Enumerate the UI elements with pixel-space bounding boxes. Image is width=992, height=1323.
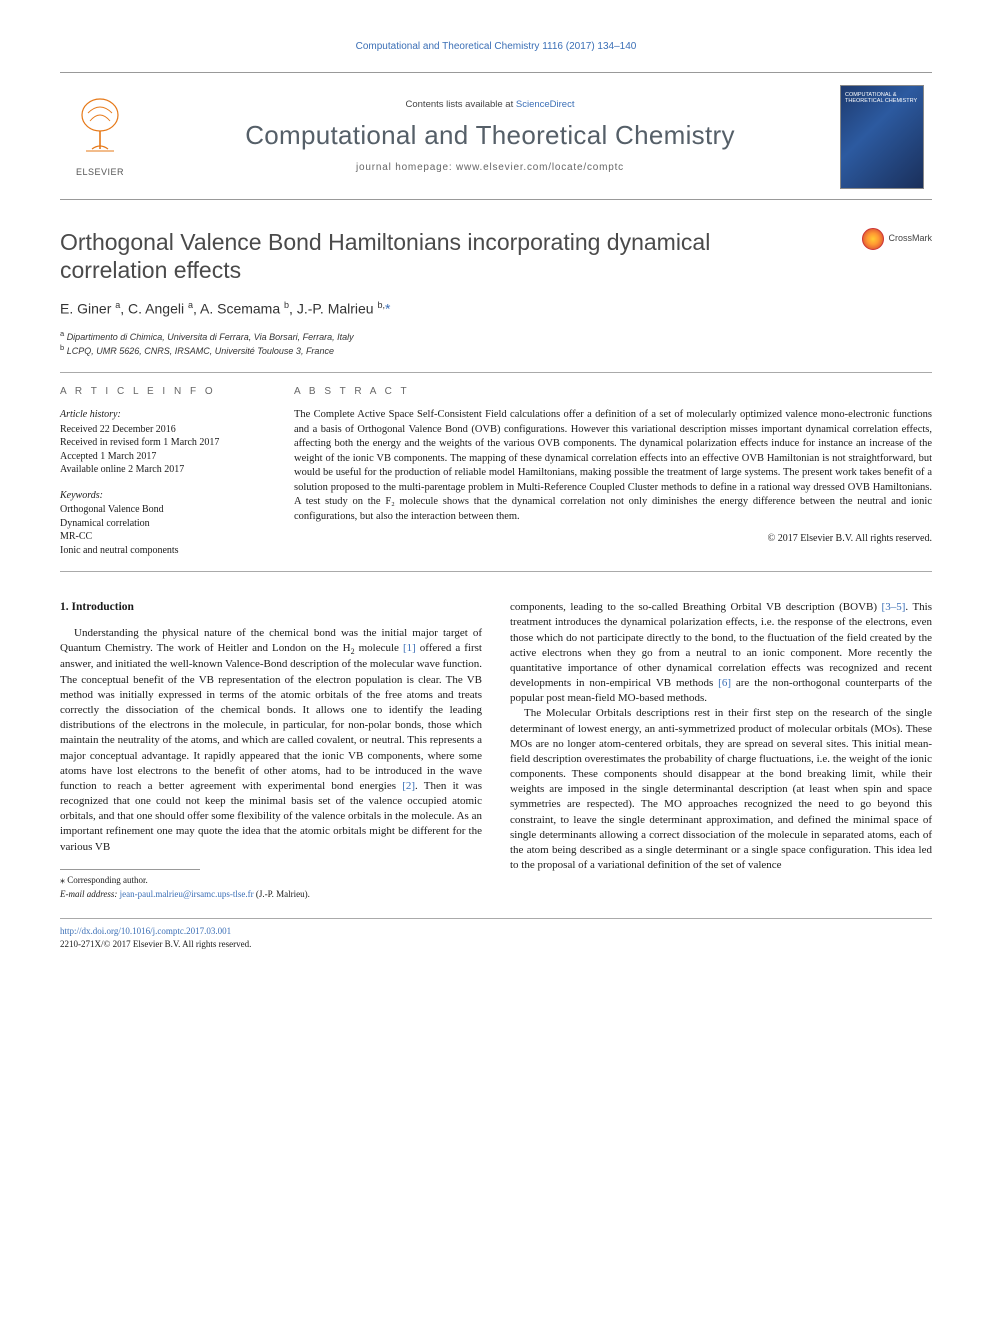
corr-label: Corresponding author. [67,875,148,885]
affiliation-b: b LCPQ, UMR 5626, CNRS, IRSAMC, Universi… [60,343,932,358]
homepage-prefix: journal homepage: [356,162,456,173]
keyword-item: Orthogonal Valence Bond [60,503,270,517]
abstract-heading: A B S T R A C T [294,385,932,399]
ref-link[interactable]: [2] [402,780,415,792]
keyword-item: Ionic and neutral components [60,544,270,558]
footnote-rule [60,869,200,870]
corresponding-footnote: ⁎ Corresponding author. E-mail address: … [60,874,482,901]
crossmark-block[interactable]: CrossMark [832,228,932,255]
affiliation-a: a Dipartimento di Chimica, Universita di… [60,329,932,344]
history-online: Available online 2 March 2017 [60,463,270,477]
sciencedirect-link[interactable]: ScienceDirect [516,99,575,110]
history-accepted: Accepted 1 March 2017 [60,450,270,464]
corr-mark: ⁎ [60,875,65,886]
abstract-column: A B S T R A C T The Complete Active Spac… [294,385,932,558]
body-column-right: components, leading to the so-called Bre… [510,600,932,900]
title-row: Orthogonal Valence Bond Hamiltonians inc… [60,228,932,286]
history-received: Received 22 December 2016 [60,423,270,437]
author-list: E. Giner a, C. Angeli a, A. Scemama b, J… [60,299,932,319]
page-footer: http://dx.doi.org/10.1016/j.comptc.2017.… [60,918,932,950]
cover-thumbnail-block: COMPUTATIONAL & THEORETICAL CHEMISTRY [840,85,932,189]
email-label: E-mail address: [60,889,120,899]
publisher-logo-block: ELSEVIER [60,95,140,178]
issn-copyright: 2210-271X/© 2017 Elsevier B.V. All right… [60,938,932,951]
ref-link[interactable]: [1] [403,642,416,654]
journal-cover-thumbnail: COMPUTATIONAL & THEORETICAL CHEMISTRY [840,85,924,189]
crossmark-label: CrossMark [888,232,932,244]
body-column-left: 1. Introduction Understanding the physic… [60,600,482,900]
corr-email-link[interactable]: jean-paul.malrieu@irsamc.ups-tlse.fr [120,889,254,899]
doi-link[interactable]: http://dx.doi.org/10.1016/j.comptc.2017.… [60,926,231,936]
body-text-columns: 1. Introduction Understanding the physic… [60,600,932,900]
article-title: Orthogonal Valence Bond Hamiltonians inc… [60,228,832,286]
journal-name: Computational and Theoretical Chemistry [140,118,840,153]
keyword-item: Dynamical correlation [60,517,270,531]
abstract-text: The Complete Active Space Self-Consisten… [294,408,932,524]
section-1-title: 1. Introduction [60,600,482,616]
masthead-center: Contents lists available at ScienceDirec… [140,99,840,174]
masthead: ELSEVIER Contents lists available at Sci… [60,72,932,200]
abstract-copyright: © 2017 Elsevier B.V. All rights reserved… [294,532,932,546]
contents-prefix: Contents lists available at [406,99,516,110]
keywords-label: Keywords: [60,489,270,503]
publisher-name: ELSEVIER [60,166,140,178]
elsevier-tree-icon [72,95,128,159]
info-abstract-block: A R T I C L E I N F O Article history: R… [60,372,932,573]
ref-link[interactable]: [6] [718,677,731,689]
ref-link[interactable]: [3–5] [882,601,906,613]
body-paragraph: components, leading to the so-called Bre… [510,600,932,706]
keyword-item: MR-CC [60,530,270,544]
history-revised: Received in revised form 1 March 2017 [60,436,270,450]
crossmark-icon [862,228,884,250]
homepage-url[interactable]: www.elsevier.com/locate/comptc [456,162,624,173]
cover-title: COMPUTATIONAL & THEORETICAL CHEMISTRY [845,92,919,104]
affiliations: a Dipartimento di Chimica, Universita di… [60,329,932,358]
article-info-column: A R T I C L E I N F O Article history: R… [60,385,270,558]
body-paragraph: The Molecular Orbitals descriptions rest… [510,706,932,873]
contents-line: Contents lists available at ScienceDirec… [140,99,840,112]
article-info-heading: A R T I C L E I N F O [60,385,270,399]
email-who: (J.-P. Malrieu). [254,889,310,899]
body-paragraph: Understanding the physical nature of the… [60,626,482,855]
running-head: Computational and Theoretical Chemistry … [60,40,932,54]
homepage-line: journal homepage: www.elsevier.com/locat… [140,161,840,175]
history-label: Article history: [60,408,270,422]
